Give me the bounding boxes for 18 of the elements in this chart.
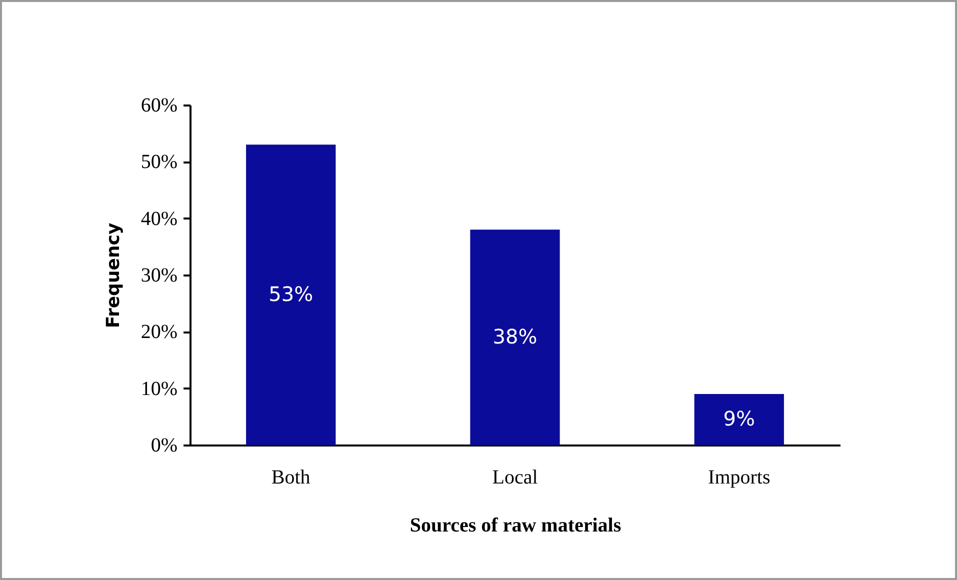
data-label: 53% xyxy=(268,282,314,306)
bar xyxy=(470,230,560,445)
y-tick-label: 60% xyxy=(140,94,178,116)
y-tick-label: 20% xyxy=(140,321,178,344)
y-tick-label: 30% xyxy=(140,264,178,286)
x-tick-label: Both xyxy=(271,466,310,488)
y-tick-label: 40% xyxy=(140,208,178,230)
y-tick-label: 0% xyxy=(150,434,178,456)
y-axis-title: Frequency xyxy=(102,222,124,328)
y-tick-label: 50% xyxy=(140,151,178,174)
data-label: 38% xyxy=(492,324,538,348)
x-tick-label: Local xyxy=(492,466,538,488)
bar xyxy=(694,394,784,445)
x-tick-label: Imports xyxy=(708,466,770,488)
x-axis-title: Sources of raw materials xyxy=(410,514,622,536)
bar xyxy=(246,144,336,445)
y-tick-label: 10% xyxy=(140,378,178,400)
data-label: 9% xyxy=(723,406,756,430)
